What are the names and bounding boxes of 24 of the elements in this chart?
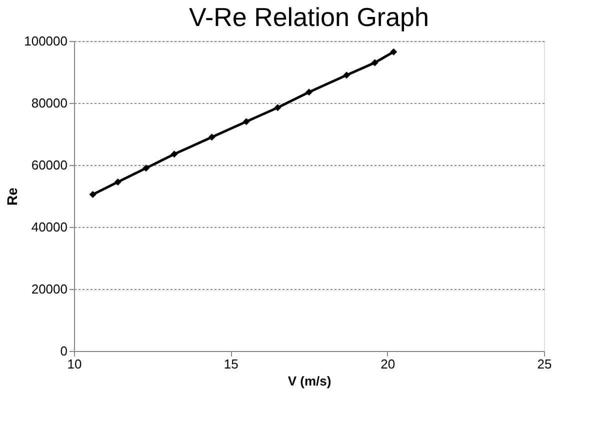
x-tick-label: 10 (67, 356, 82, 372)
point (114, 178, 122, 186)
x-axis-title: V (m/s) (288, 374, 332, 388)
chart-title: V-Re Relation Graph (189, 2, 429, 32)
y-tick-label: 40000 (31, 220, 68, 234)
y-tick-label: 80000 (31, 96, 68, 110)
point (208, 134, 216, 141)
x-tick-label: 20 (380, 356, 396, 372)
point (390, 48, 398, 56)
y-tick-label: 60000 (31, 158, 68, 172)
point (89, 190, 96, 198)
point (371, 59, 378, 66)
point (170, 150, 178, 158)
point (274, 104, 282, 112)
point (305, 88, 313, 96)
x-tick-label: 15 (224, 356, 238, 372)
point (142, 164, 150, 172)
point (343, 72, 350, 79)
y-tick-label: 20000 (31, 282, 68, 296)
y-tick-label: 0 (60, 344, 68, 358)
x-tick-label: 25 (537, 356, 552, 372)
point (242, 118, 250, 126)
y-axis-title: Re (4, 187, 20, 206)
y-tick-label: 100000 (24, 34, 68, 48)
